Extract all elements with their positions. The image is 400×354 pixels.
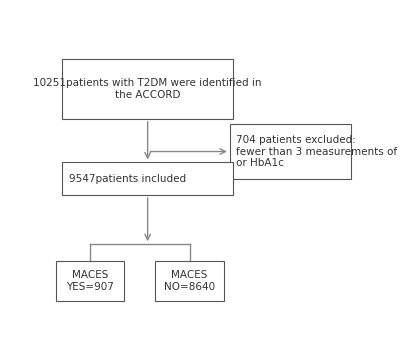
FancyBboxPatch shape <box>62 162 233 195</box>
FancyBboxPatch shape <box>155 261 224 302</box>
Text: 10251patients with T2DM were identified in
the ACCORD: 10251patients with T2DM were identified … <box>34 78 262 99</box>
Text: MACES
YES=907: MACES YES=907 <box>66 270 114 292</box>
FancyBboxPatch shape <box>230 124 351 179</box>
FancyBboxPatch shape <box>56 261 124 302</box>
Text: 704 patients excluded:
fewer than 3 measurements of either FPG
or HbA1c: 704 patients excluded: fewer than 3 meas… <box>236 135 400 168</box>
Text: MACES
NO=8640: MACES NO=8640 <box>164 270 215 292</box>
Text: 9547patients included: 9547patients included <box>69 174 186 184</box>
FancyBboxPatch shape <box>62 59 233 119</box>
